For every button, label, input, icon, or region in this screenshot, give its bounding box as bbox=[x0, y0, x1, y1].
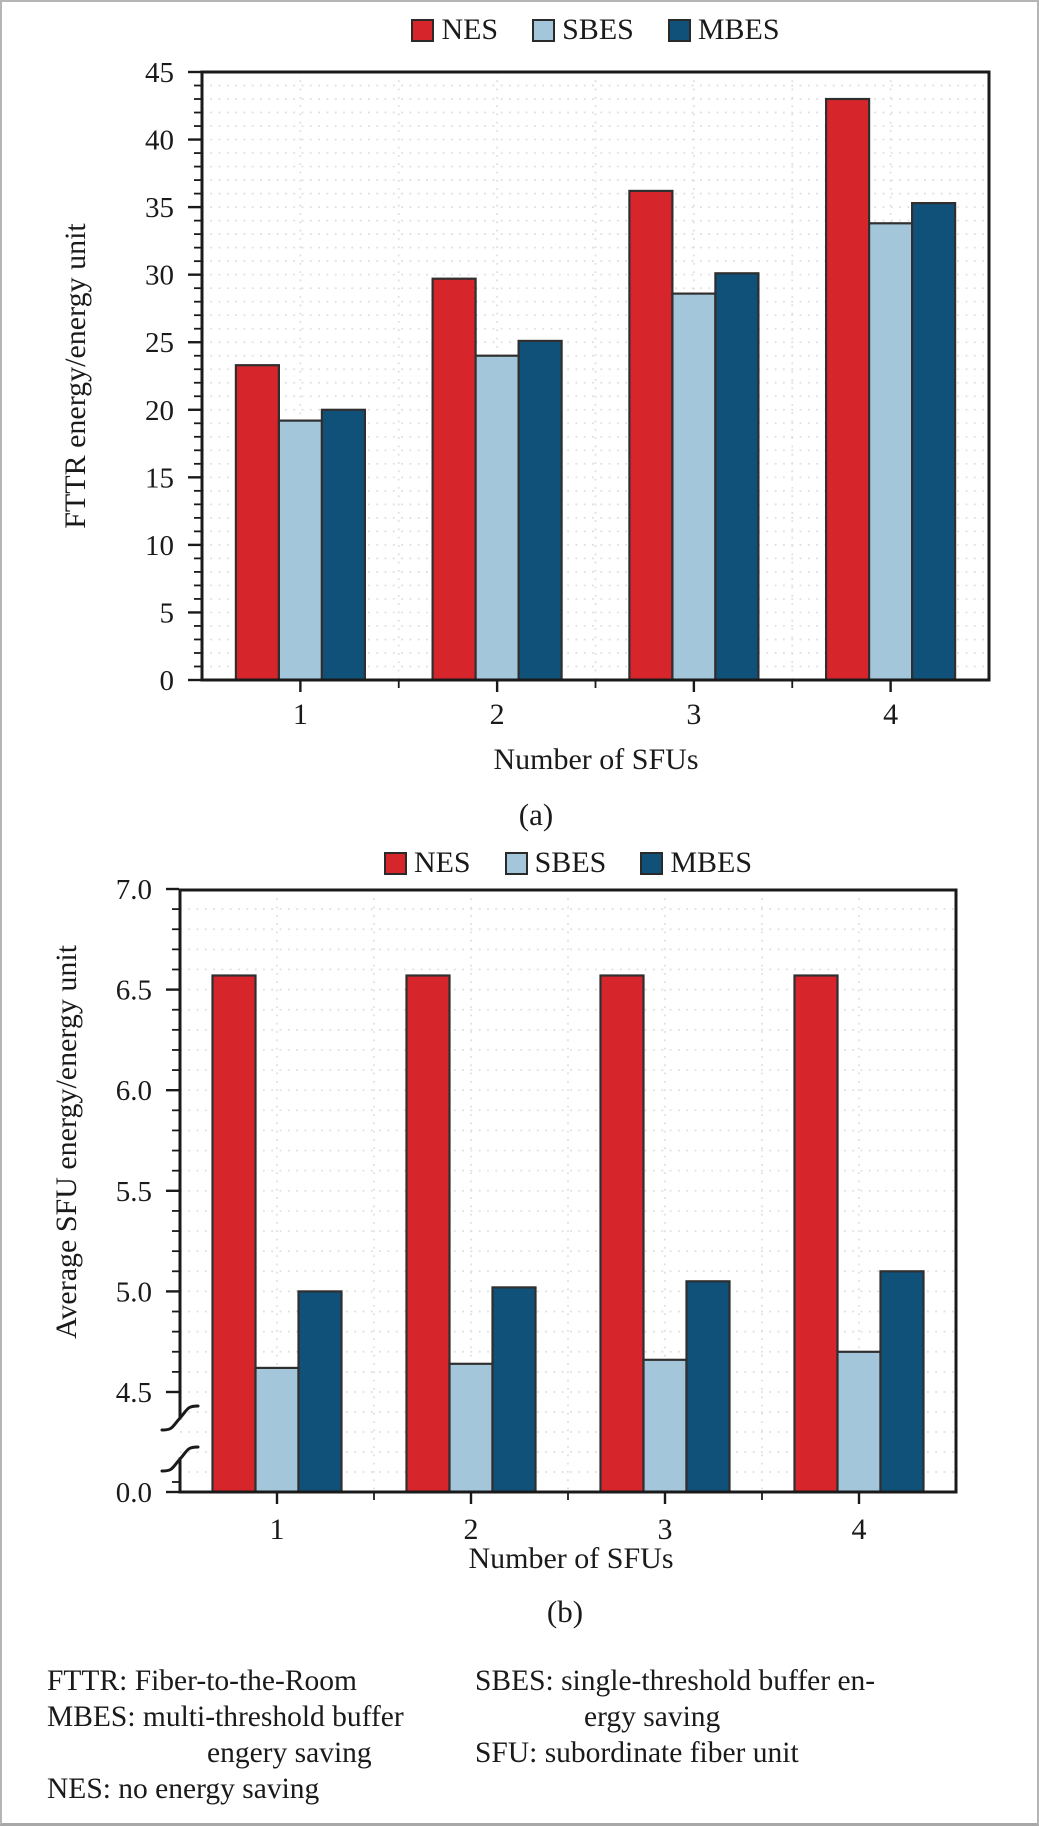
svg-text:3: 3 bbox=[686, 698, 701, 731]
legend-item-nes-b: NES bbox=[383, 846, 471, 880]
nes-swatch-icon bbox=[383, 851, 407, 875]
footnote-sfu: SFU: subordinate fiber unit bbox=[475, 1737, 799, 1769]
footnote-fttr: FTTR: Fiber-to-the-Room bbox=[47, 1665, 357, 1697]
panel-a-frame bbox=[200, 70, 991, 682]
y-axis-title-b: Average SFU energy/energy unit bbox=[50, 944, 83, 1340]
bar-b-SBES-1 bbox=[254, 1366, 300, 1494]
panel-b-frame bbox=[178, 888, 958, 1494]
svg-text:25: 25 bbox=[145, 327, 174, 359]
svg-text:2: 2 bbox=[490, 698, 505, 731]
sbes-swatch-icon bbox=[504, 851, 528, 875]
svg-text:7.0: 7.0 bbox=[116, 874, 152, 906]
svg-text:4.5: 4.5 bbox=[116, 1377, 152, 1409]
bar-b-SBES-3 bbox=[642, 1358, 688, 1494]
legend-label-mbes: MBES bbox=[697, 13, 780, 46]
bar-a-MBES-3 bbox=[714, 272, 760, 682]
panel-a-bars bbox=[234, 97, 957, 682]
footnotes: FTTR: Fiber-to-the-Room MBES: multi-thre… bbox=[2, 1663, 1037, 1823]
axis-break-mark bbox=[160, 1445, 200, 1473]
svg-text:35: 35 bbox=[145, 192, 174, 224]
svg-text:6.5: 6.5 bbox=[116, 975, 152, 1007]
svg-text:0.0: 0.0 bbox=[116, 1477, 152, 1509]
bar-a-NES-3 bbox=[628, 189, 674, 682]
svg-text:30: 30 bbox=[145, 260, 174, 292]
panel-b-axes: 4.5 5.0 5.5 6.0 6.5 7.0 0.0 1 2 3 4 bbox=[116, 874, 867, 1546]
legend-panel-a: NES SBES MBES bbox=[202, 12, 989, 48]
svg-text:0: 0 bbox=[160, 665, 175, 697]
svg-text:1: 1 bbox=[270, 1513, 285, 1546]
bar-b-MBES-4 bbox=[879, 1270, 925, 1494]
bar-b-SBES-2 bbox=[448, 1362, 494, 1494]
legend-label-nes-b: NES bbox=[413, 846, 471, 879]
svg-text:6.0: 6.0 bbox=[116, 1075, 152, 1107]
bar-a-NES-1 bbox=[234, 364, 280, 682]
svg-text:1: 1 bbox=[293, 698, 308, 731]
bar-b-MBES-3 bbox=[685, 1280, 731, 1494]
legend-label-mbes-b: MBES bbox=[670, 846, 753, 879]
svg-text:2: 2 bbox=[464, 1513, 479, 1546]
legend-label-sbes: SBES bbox=[562, 13, 634, 46]
svg-text:4: 4 bbox=[852, 1513, 867, 1546]
bar-a-SBES-1 bbox=[277, 419, 323, 682]
bar-a-NES-2 bbox=[431, 277, 477, 682]
legend-label-nes: NES bbox=[441, 13, 499, 46]
mbes-swatch-icon bbox=[640, 851, 664, 875]
legend-item-mbes: MBES bbox=[667, 13, 780, 47]
bar-b-SBES-4 bbox=[836, 1350, 882, 1494]
bar-b-NES-3 bbox=[599, 974, 645, 1494]
bar-a-SBES-3 bbox=[671, 292, 717, 682]
caption-panel-a: (a) bbox=[518, 797, 554, 832]
nes-swatch-icon bbox=[411, 18, 435, 42]
x-axis-title-a: Number of SFUs bbox=[493, 743, 699, 776]
svg-text:40: 40 bbox=[145, 125, 174, 157]
legend-item-sbes: SBES bbox=[532, 13, 634, 47]
footnotes-right-column: SBES: single-threshold buffer en- ergy s… bbox=[475, 1663, 875, 1771]
legend-panel-b: NES SBES MBES bbox=[180, 845, 956, 881]
y-axis-title-a: FTTR energy/energy unit bbox=[59, 223, 92, 529]
footnote-mbes-cont: engery saving bbox=[207, 1737, 372, 1769]
svg-text:4: 4 bbox=[883, 698, 898, 731]
footnote-mbes: MBES: multi-threshold buffer bbox=[47, 1701, 404, 1733]
legend-item-sbes-b: SBES bbox=[504, 846, 607, 880]
sbes-swatch-icon bbox=[532, 18, 556, 42]
legend-label-sbes-b: SBES bbox=[534, 846, 607, 879]
svg-text:10: 10 bbox=[145, 530, 174, 562]
axis-break-mark bbox=[160, 1404, 200, 1432]
panel-b-bars bbox=[211, 974, 925, 1494]
bar-a-MBES-1 bbox=[320, 408, 366, 682]
mbes-swatch-icon bbox=[667, 18, 691, 42]
bar-b-MBES-2 bbox=[491, 1286, 537, 1494]
caption-panel-b: (b) bbox=[546, 1594, 584, 1629]
bar-a-MBES-2 bbox=[517, 339, 563, 682]
svg-text:5: 5 bbox=[160, 597, 175, 629]
legend-item-mbes-b: MBES bbox=[640, 846, 752, 880]
svg-text:5.5: 5.5 bbox=[116, 1176, 152, 1208]
chart-panel-b: 4.5 5.0 5.5 6.0 6.5 7.0 0.0 1 2 3 4 bbox=[116, 874, 958, 1546]
footnote-nes: NES: no energy saving bbox=[47, 1773, 320, 1805]
svg-text:3: 3 bbox=[658, 1513, 673, 1546]
svg-text:15: 15 bbox=[145, 462, 174, 494]
panel-a-axes: 0 5 10 15 20 25 30 35 40 45 1 2 3 4 bbox=[145, 57, 898, 731]
bar-b-NES-2 bbox=[405, 974, 451, 1494]
legend-item-nes: NES bbox=[411, 13, 498, 47]
bar-a-SBES-4 bbox=[867, 222, 914, 682]
x-axis-title-b: Number of SFUs bbox=[468, 1542, 674, 1575]
chart-panel-a: 0 5 10 15 20 25 30 35 40 45 1 2 3 4 bbox=[145, 57, 991, 731]
svg-text:45: 45 bbox=[145, 57, 174, 89]
footnote-sbes-cont: ergy saving bbox=[584, 1701, 721, 1733]
footnote-sbes: SBES: single-threshold buffer en- bbox=[475, 1665, 876, 1697]
svg-text:20: 20 bbox=[145, 395, 174, 427]
bar-a-MBES-4 bbox=[910, 202, 957, 682]
bar-b-NES-4 bbox=[793, 974, 839, 1494]
bar-b-NES-1 bbox=[211, 974, 257, 1494]
footnotes-left-column: FTTR: Fiber-to-the-Room MBES: multi-thre… bbox=[47, 1663, 404, 1807]
panel-b-grid bbox=[180, 890, 956, 1492]
bar-b-MBES-1 bbox=[297, 1290, 343, 1494]
bar-a-NES-4 bbox=[824, 97, 871, 682]
bar-a-SBES-2 bbox=[474, 354, 520, 682]
svg-text:5.0: 5.0 bbox=[116, 1276, 152, 1308]
